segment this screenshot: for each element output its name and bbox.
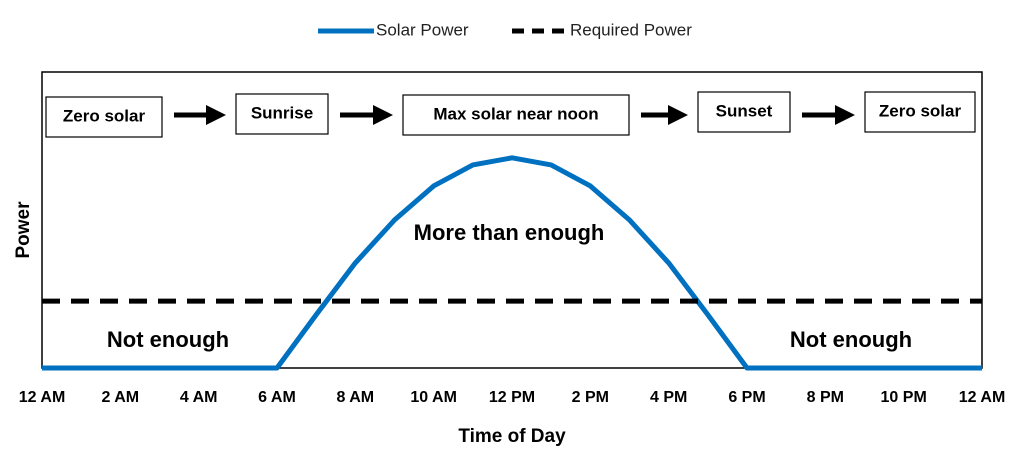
series-line [42, 155, 982, 371]
x-tick-label: 10 PM [881, 389, 927, 406]
stage-label: Zero solar [63, 106, 146, 125]
stage-label: Zero solar [879, 101, 962, 120]
x-tick-label: 4 AM [180, 389, 218, 406]
legend-label: Solar Power [376, 20, 469, 39]
x-tick-label: 12 AM [19, 389, 66, 406]
stage-label: Sunrise [251, 103, 313, 122]
x-tick-label: 6 PM [728, 389, 765, 406]
annotation: Not enough [107, 327, 229, 352]
stage-box [864, 91, 976, 133]
x-tick-label: 10 AM [410, 389, 457, 406]
annotation: Not enough [790, 327, 912, 352]
x-tick-label: 4 PM [650, 389, 687, 406]
stage-label: Sunset [716, 101, 773, 120]
x-tick-label: 12 PM [489, 389, 535, 406]
stage-label: Max solar near noon [433, 104, 598, 123]
x-tick-label: 12 AM [959, 389, 1006, 406]
legend-label: Required Power [570, 20, 692, 39]
x-tick-label: 8 AM [337, 389, 375, 406]
y-axis-title: Power [13, 201, 34, 259]
stage-box [45, 96, 163, 138]
x-axis-title: Time of Day [458, 426, 566, 447]
stage-box [697, 91, 791, 133]
plot-frame [41, 71, 983, 369]
x-tick-label: 2 PM [572, 389, 609, 406]
annotation: More than enough [414, 220, 605, 245]
stage-box [235, 93, 329, 135]
x-tick-label: 6 AM [258, 389, 296, 406]
x-tick-label: 8 PM [807, 389, 844, 406]
x-tick-label: 2 AM [102, 389, 140, 406]
stage-box [402, 94, 630, 136]
